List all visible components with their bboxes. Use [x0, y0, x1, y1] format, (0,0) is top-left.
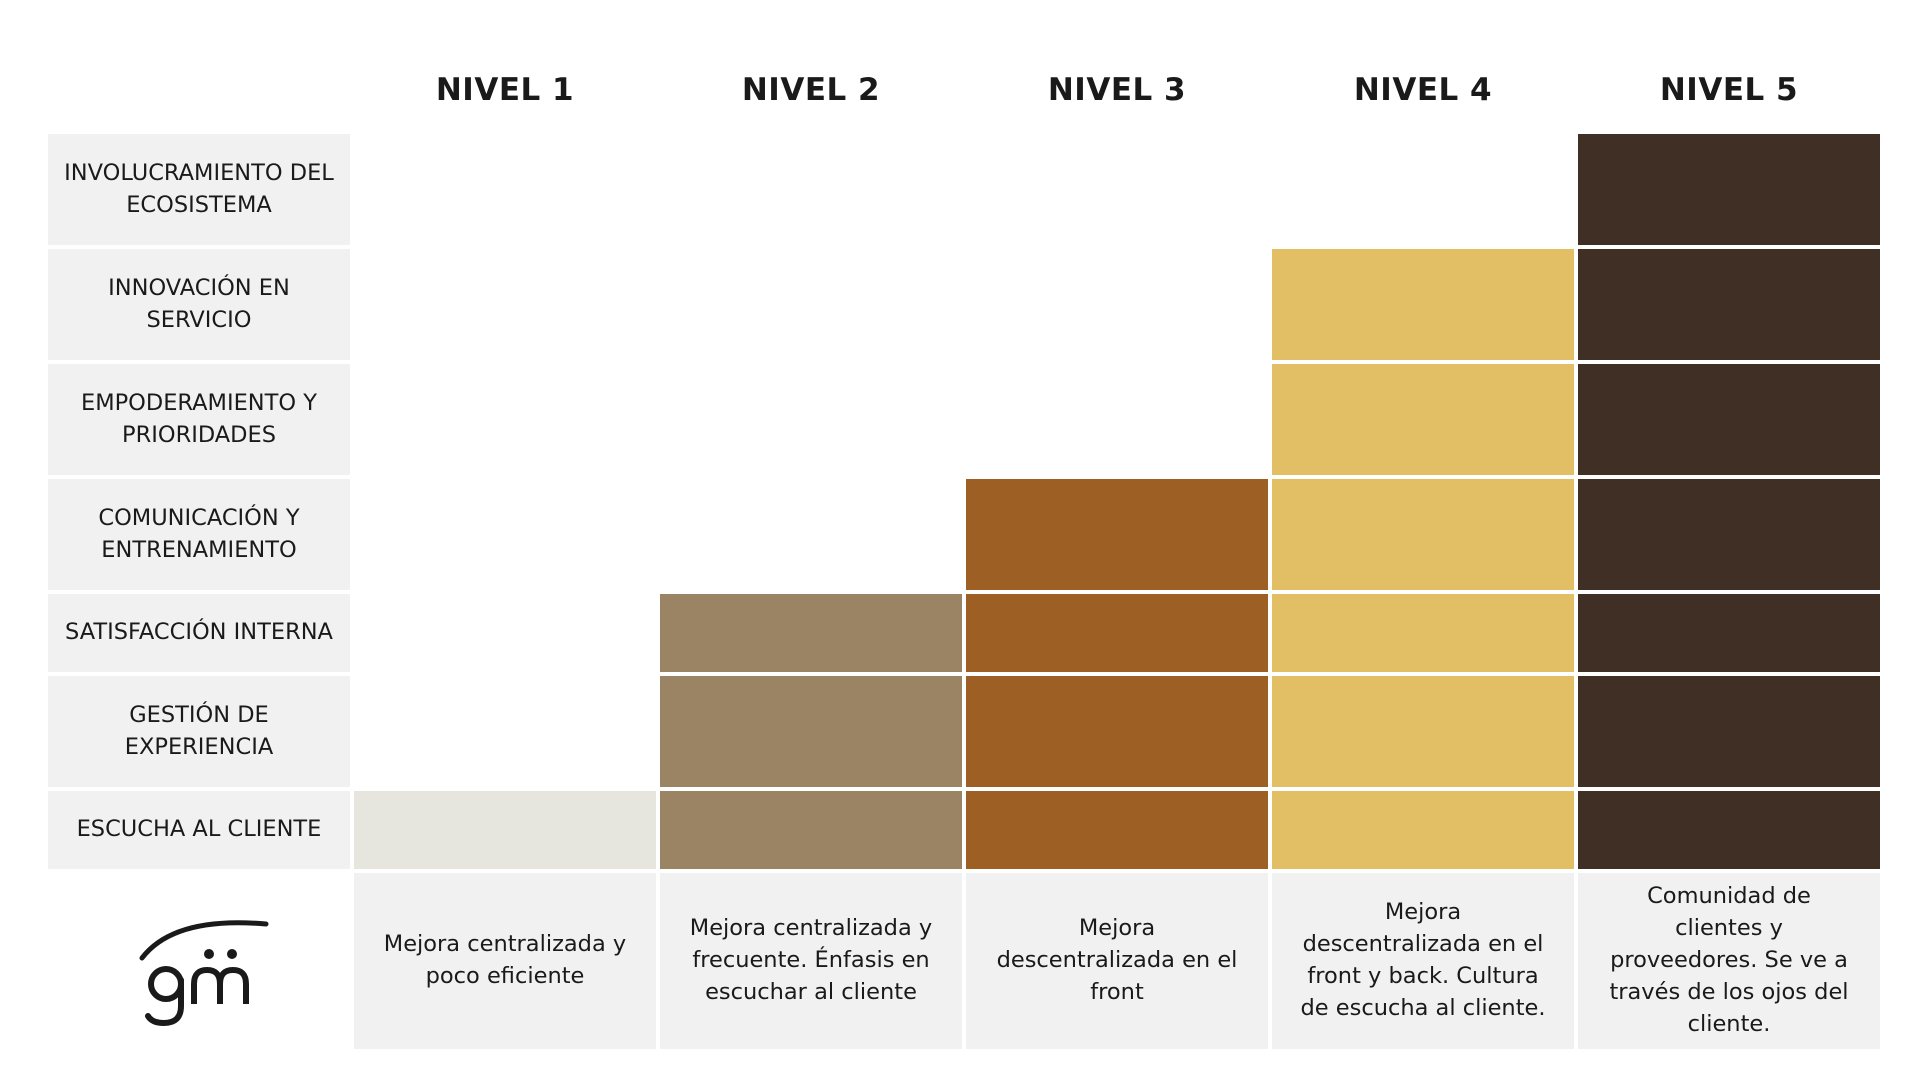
matrix-cell-level-4: [1272, 364, 1574, 475]
level-header-3: NIVEL 3: [1047, 72, 1187, 108]
matrix-cell-level-3: [966, 676, 1268, 787]
level-header-5: NIVEL 5: [1659, 72, 1799, 108]
dimension-label-escucha: ESCUCHA AL CLIENTE: [48, 791, 350, 869]
matrix-cell-level-4: [1272, 249, 1574, 360]
matrix-cell-level-2: [660, 594, 962, 672]
level-header-4: NIVEL 4: [1353, 72, 1493, 108]
dimension-label-innovacion: INNOVACIÓN EN SERVICIO: [48, 249, 350, 360]
matrix-cell-level-3: [966, 479, 1268, 590]
dimension-label-ecosistema: INVOLUCRAMIENTO DEL ECOSISTEMA: [48, 134, 350, 245]
matrix-cell-level-4: [1272, 479, 1574, 590]
level-description-3: Mejora descentralizada en el front: [966, 873, 1268, 1049]
dimension-label-empoderamiento: EMPODERAMIENTO Y PRIORIDADES: [48, 364, 350, 475]
level-header-1: NIVEL 1: [435, 72, 575, 108]
matrix-cell-level-5: [1578, 364, 1880, 475]
matrix-cell-level-4: [1272, 791, 1574, 869]
level-description-5: Comunidad de clientes y proveedores. Se …: [1578, 873, 1880, 1049]
matrix-cell-level-1: [354, 791, 656, 869]
matrix-cell-level-3: [966, 594, 1268, 672]
matrix-cell-level-5: [1578, 676, 1880, 787]
level-description-2: Mejora centralizada y frecuente. Énfasis…: [660, 873, 962, 1049]
matrix-cell-level-2: [660, 791, 962, 869]
level-header-2: NIVEL 2: [741, 72, 881, 108]
dimension-label-satisfaccion: SATISFACCIÓN INTERNA: [48, 594, 350, 672]
gm-logo-icon: [139, 920, 269, 1026]
corner-empty: [48, 50, 350, 130]
level-description-1: Mejora centralizada y poco eficiente: [354, 873, 656, 1049]
dimension-label-comunicacion: COMUNICACIÓN Y ENTRENAMIENTO: [48, 479, 350, 590]
matrix-cell-level-5: [1578, 249, 1880, 360]
matrix-cell-level-4: [1272, 676, 1574, 787]
matrix-cell-level-5: [1578, 594, 1880, 672]
dimension-label-gestion: GESTIÓN DE EXPERIENCIA: [48, 676, 350, 787]
matrix-cell-level-5: [1578, 791, 1880, 869]
matrix-cell-level-5: [1578, 134, 1880, 245]
logo: [48, 873, 350, 1049]
matrix-cell-level-2: [660, 676, 962, 787]
matrix-cell-level-3: [966, 791, 1268, 869]
level-description-4: Mejora descentralizada en el front y bac…: [1272, 873, 1574, 1049]
matrix-cell-level-5: [1578, 479, 1880, 590]
maturity-matrix: NIVEL 1 NIVEL 2 NIVEL 3 NIVEL 4 NIVEL 5 …: [48, 50, 1880, 1049]
matrix-cell-level-4: [1272, 594, 1574, 672]
